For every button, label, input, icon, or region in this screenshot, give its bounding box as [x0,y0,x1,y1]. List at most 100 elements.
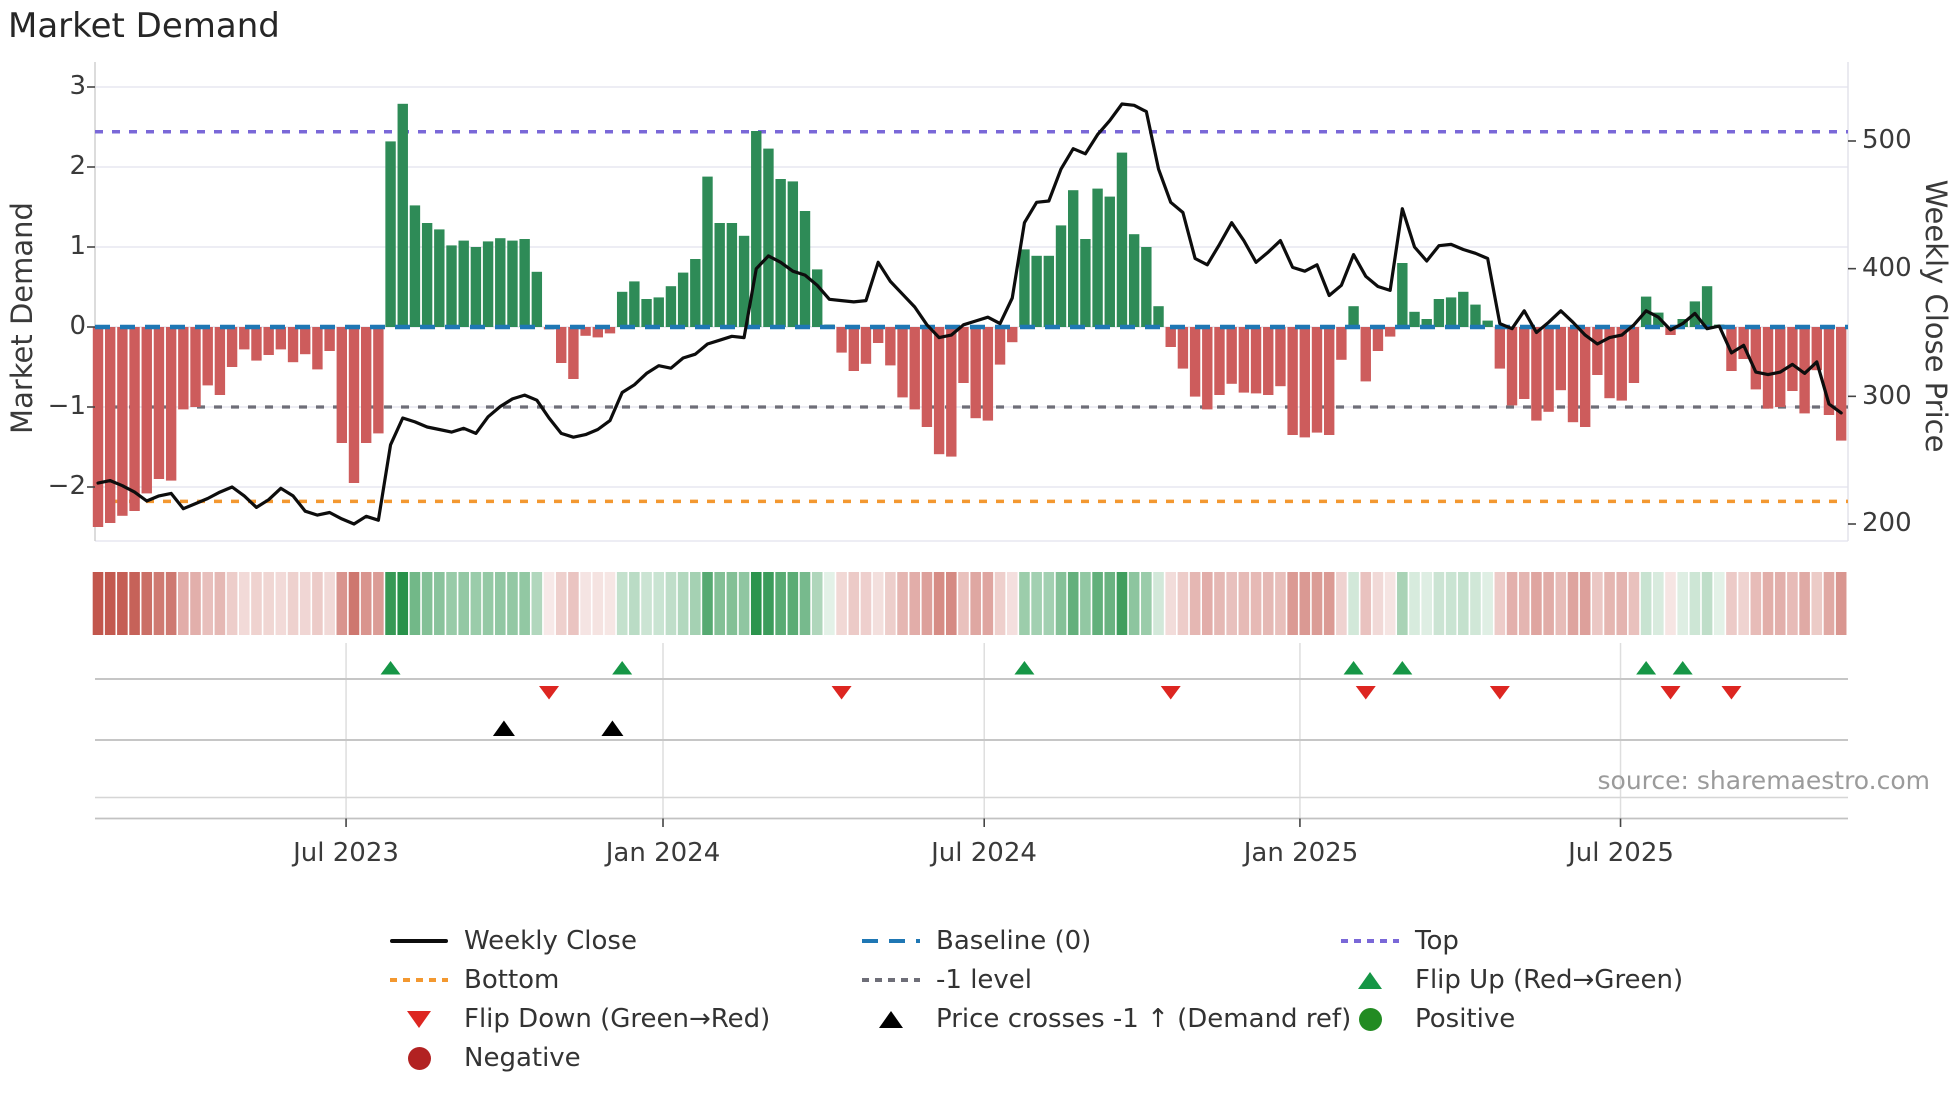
heatmap-cell [1238,572,1250,635]
heatmap-cell [92,572,104,635]
heatmap-cell [824,572,835,635]
legend-item-baseline: Baseline (0) [862,921,1091,961]
demand-bar-negative [287,327,299,363]
x-axis-tick: Jul 2025 [1568,838,1674,868]
demand-bar-positive [1055,225,1067,327]
demand-bar-negative [580,327,591,336]
heatmap-cell [1823,572,1835,635]
demand-bar-negative [836,327,847,353]
y-axis-tick: 0 [69,311,86,341]
demand-bar-negative [860,327,872,364]
demand-bar-negative [275,327,287,350]
demand-bar-positive [507,240,518,327]
demand-bar-negative [1177,327,1189,369]
heatmap-cell [775,572,786,635]
demand-bar-negative [1202,327,1213,410]
heatmap-cell [1726,572,1737,635]
legend-label: Baseline (0) [936,926,1092,956]
demand-bar-negative [1275,327,1286,387]
legend-label: Positive [1415,1004,1516,1034]
demand-bar-positive [1019,249,1030,327]
heatmap-cell [1165,572,1177,635]
legend-label: -1 level [936,965,1033,995]
flip-up-marker [1392,661,1413,675]
flip-down-marker [1660,686,1681,700]
heatmap-cell [1457,572,1469,635]
demand-bar-positive [1128,234,1140,327]
heatmap-cell [312,572,323,635]
heatmap-cell [190,572,201,635]
y-axis-tick: −2 [47,471,86,501]
demand-bar-positive [1701,286,1713,327]
legend-label: Weekly Close [464,926,637,956]
heatmap-cell [763,572,774,635]
heatmap-cell [1019,572,1030,635]
heatmap-cell [994,572,1006,635]
weekly-close-line-icon [390,939,448,943]
heatmap-cell [982,572,994,635]
demand-bar-negative [1835,327,1847,441]
demand-bar-negative [1531,327,1542,421]
legend-label: Top [1415,926,1459,956]
heatmap-cell [1555,572,1567,635]
price-cross-marker [492,720,515,736]
heatmap-cell [251,572,262,635]
demand-bar-positive [653,297,664,327]
demand-bar-negative [1738,327,1749,359]
demand-bar-positive [1080,239,1091,327]
heatmap-cell [153,572,165,635]
heatmap-cell [1604,572,1615,635]
demand-bar-negative [897,327,908,398]
demand-bar-negative [1299,327,1311,438]
demand-bar-positive [1104,196,1115,327]
legend-item-negative: Negative [390,1038,581,1078]
heatmap-cell [1713,572,1725,635]
heatmap-cell [373,572,384,635]
heatmap-cell [543,572,555,635]
heatmap-cell [921,572,933,635]
demand-bar-negative [214,327,226,395]
demand-bar-negative [373,327,384,434]
heatmap-cell [629,572,640,635]
heatmap-cell [616,572,628,635]
positive-circle-icon [1341,1007,1399,1031]
heatmap-cell [1421,572,1433,635]
heatmap-cell [482,572,494,635]
demand-bar-negative [202,327,213,386]
demand-bar-negative [141,327,152,494]
demand-bar-positive [1482,320,1493,327]
page-title: Market Demand [8,6,280,46]
demand-bar-negative [1628,327,1640,383]
demand-bar-positive [1068,190,1079,327]
heatmap-cell [117,572,128,635]
demand-bar-negative [336,327,347,443]
heatmap-cell [848,572,860,635]
demand-bar-negative [178,327,189,410]
heatmap-cell [787,572,799,635]
demand-bar-negative [1519,327,1530,399]
flip-up-triangle-icon [1341,971,1399,989]
demand-bar-negative [239,327,250,350]
demand-bar-negative [1323,327,1335,435]
demand-bar-positive [385,141,396,327]
y-axis-tick: 1 [69,231,86,261]
flip-up-marker [612,661,633,675]
demand-bar-positive [409,205,421,327]
heatmap-cell [970,572,981,635]
demand-bar-positive [1653,312,1664,327]
heatmap-cell [1348,572,1359,635]
legend-item-flip-down: Flip Down (Green→Red) [390,999,770,1039]
demand-bar-positive [470,247,482,327]
heatmap-cell [1506,572,1518,635]
heatmap-cell [202,572,214,635]
heatmap-cell [1226,572,1237,635]
demand-bar-negative [1787,327,1798,391]
demand-bar-negative [117,327,128,516]
heatmap-cell [165,572,177,635]
demand-bar-negative [1799,327,1810,414]
demand-bar-negative [1226,327,1237,384]
demand-bar-positive [1153,306,1164,327]
heatmap-cell [1214,572,1225,635]
heatmap-cell [714,572,725,635]
legend-item-price-cross: Price crosses -1 ↑ (Demand ref) [862,999,1351,1039]
